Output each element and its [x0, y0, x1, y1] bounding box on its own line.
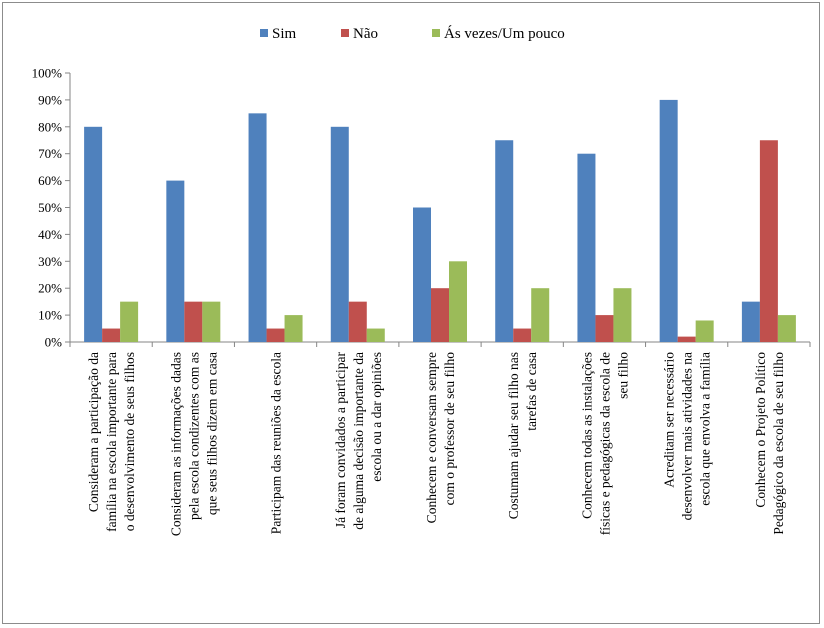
- category-label-line: Conhecem todas as instalações: [579, 352, 594, 519]
- category-label-line: Consideram a participação da: [86, 352, 101, 512]
- legend-label: Ás vezes/Um pouco: [444, 25, 565, 42]
- bar--s-vezes-um-pouco: [366, 328, 385, 342]
- bar-n-o: [677, 336, 696, 342]
- legend-swatch: [260, 29, 268, 37]
- y-tick-label: 0%: [45, 335, 63, 350]
- bar--s-vezes-um-pouco: [449, 261, 467, 342]
- category-label-line: que seus filhos dizem em casa: [204, 352, 219, 515]
- bar-n-o: [431, 288, 449, 342]
- category-label-line: físicas e pedagógicas da escola de: [597, 352, 612, 535]
- category-label-line: tarefas de casa: [524, 352, 539, 431]
- bar-sim: [495, 140, 514, 342]
- y-tick-label: 10%: [38, 308, 62, 323]
- category-label-line: desenvolver mais atividades na: [680, 352, 695, 520]
- category-label-line: Consideram as informações dadas: [168, 352, 183, 536]
- bar--s-vezes-um-pouco: [202, 301, 221, 342]
- bar-n-o: [513, 328, 532, 342]
- legend-label: Sim: [272, 26, 297, 42]
- y-tick-label: 70%: [38, 146, 62, 161]
- bar-sim: [741, 301, 760, 342]
- bar--s-vezes-um-pouco: [695, 320, 714, 342]
- y-tick-label: 40%: [38, 227, 62, 242]
- legend-swatch: [432, 29, 440, 37]
- category-label-line: com o professor de seu filho: [442, 352, 457, 506]
- legend-swatch: [341, 29, 349, 37]
- category-label-line: Pedagógico da escola de seu filho: [771, 352, 786, 535]
- y-tick-label: 100%: [32, 66, 63, 81]
- bar--s-vezes-um-pouco: [120, 301, 139, 342]
- bar-sim: [413, 207, 431, 342]
- bar-n-o: [184, 301, 203, 342]
- bar--s-vezes-um-pouco: [613, 288, 632, 342]
- category-label-line: Já foram convidados a participar: [333, 352, 348, 529]
- bar--s-vezes-um-pouco: [777, 315, 796, 342]
- category-label-line: Participam das reuniões da escola: [269, 352, 284, 534]
- category-label-line: escola ou a dar opiniões: [369, 352, 384, 482]
- category-label-line: Conhecem e conversam sempre: [424, 352, 439, 523]
- bar-sim: [577, 153, 596, 342]
- y-tick-label: 50%: [38, 200, 62, 215]
- bar--s-vezes-um-pouco: [284, 315, 303, 342]
- category-label-line: seu filho: [615, 352, 630, 399]
- category-label-line: escola que envolva a família: [698, 352, 713, 506]
- category-label-line: pela escola condizentes com as: [186, 352, 201, 520]
- bar-n-o: [266, 328, 285, 342]
- category-label-line: de alguma decisão importante da: [351, 352, 366, 530]
- category-label-line: Costumam ajudar seu filho nas: [506, 352, 521, 519]
- y-tick-label: 60%: [38, 173, 62, 188]
- category-label-line: o desenvolvimento de seus filhos: [122, 352, 137, 531]
- bar-sim: [84, 126, 103, 342]
- bar-n-o: [759, 140, 778, 342]
- bar-n-o: [102, 328, 121, 342]
- bar-sim: [248, 113, 267, 342]
- category-label-line: Conhecem o Projeto Político: [753, 352, 768, 508]
- y-tick-label: 30%: [38, 254, 62, 269]
- bar-sim: [166, 180, 185, 342]
- legend-label: Não: [353, 26, 378, 42]
- category-label-line: família na escola importante para: [104, 352, 119, 532]
- bar-n-o: [595, 315, 614, 342]
- bar--s-vezes-um-pouco: [531, 288, 550, 342]
- y-tick-label: 90%: [38, 92, 62, 107]
- y-tick-label: 20%: [38, 281, 62, 296]
- y-tick-label: 80%: [38, 119, 62, 134]
- bar-sim: [659, 99, 678, 343]
- category-label-line: Acreditam ser necessário: [662, 352, 677, 488]
- bar-sim: [330, 126, 349, 342]
- bar-n-o: [348, 301, 367, 342]
